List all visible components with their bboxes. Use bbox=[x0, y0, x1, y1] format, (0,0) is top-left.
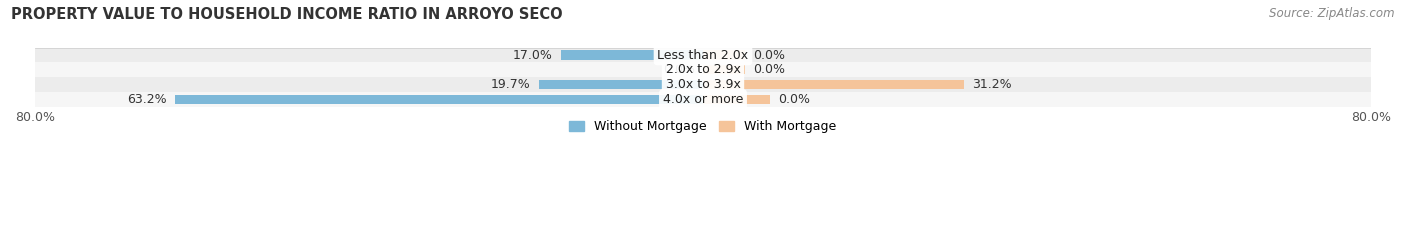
Bar bbox=[538, 80, 703, 89]
Bar bbox=[35, 92, 1371, 107]
Text: 31.2%: 31.2% bbox=[972, 78, 1011, 91]
Text: PROPERTY VALUE TO HOUSEHOLD INCOME RATIO IN ARROYO SECO: PROPERTY VALUE TO HOUSEHOLD INCOME RATIO… bbox=[11, 7, 562, 22]
Bar bbox=[176, 95, 703, 104]
Bar bbox=[35, 77, 1371, 92]
Bar bbox=[35, 48, 1371, 62]
Bar bbox=[561, 50, 703, 60]
Bar bbox=[703, 80, 963, 89]
Text: 17.0%: 17.0% bbox=[513, 48, 553, 62]
Text: Source: ZipAtlas.com: Source: ZipAtlas.com bbox=[1270, 7, 1395, 20]
Text: 2.0x to 2.9x: 2.0x to 2.9x bbox=[665, 63, 741, 76]
Text: 3.0x to 3.9x: 3.0x to 3.9x bbox=[665, 78, 741, 91]
Text: 0.0%: 0.0% bbox=[662, 63, 695, 76]
Bar bbox=[703, 65, 745, 75]
Text: 4.0x or more: 4.0x or more bbox=[662, 93, 744, 106]
Bar bbox=[703, 95, 770, 104]
Text: 0.0%: 0.0% bbox=[778, 93, 810, 106]
Legend: Without Mortgage, With Mortgage: Without Mortgage, With Mortgage bbox=[569, 120, 837, 133]
Bar bbox=[35, 62, 1371, 77]
Text: Less than 2.0x: Less than 2.0x bbox=[658, 48, 748, 62]
Text: 0.0%: 0.0% bbox=[754, 48, 785, 62]
Text: 0.0%: 0.0% bbox=[754, 63, 785, 76]
Text: 63.2%: 63.2% bbox=[128, 93, 167, 106]
Text: 19.7%: 19.7% bbox=[491, 78, 530, 91]
Bar bbox=[703, 50, 745, 60]
